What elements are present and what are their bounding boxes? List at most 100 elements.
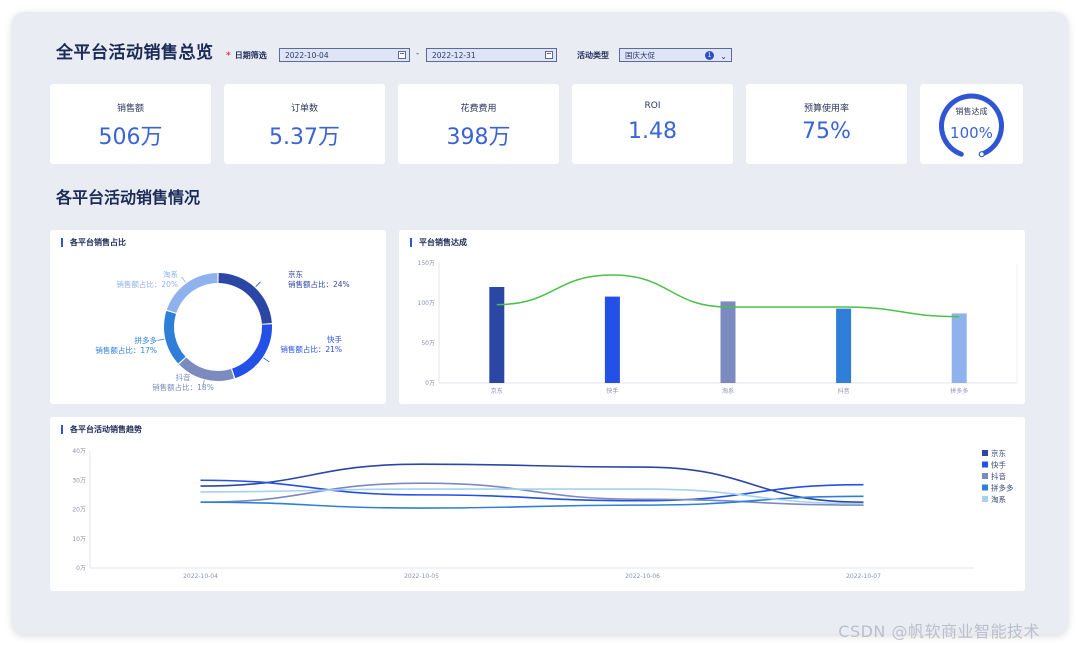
trend-series-line — [200, 488, 864, 505]
achievement-gauge: 销售达成 100% — [939, 93, 1004, 158]
legend-swatch — [982, 496, 988, 502]
gauge-value: 100% — [950, 124, 993, 142]
x-tick-label: 2022-10-06 — [625, 573, 660, 580]
y-tick-label: 150万 — [418, 260, 435, 267]
pie-leader-line — [157, 338, 165, 341]
activity-type-label: 活动类型 — [577, 51, 609, 60]
pie-chart: 京东销售额占比：24%快手销售额占比：21%抖音销售额占比：18%拼多多销售额占… — [95, 269, 350, 392]
y-tick-label: 40万 — [72, 448, 86, 455]
pie-leader-line — [263, 357, 270, 363]
kpi-card-sales-achievement: 销售达成 100% — [920, 84, 1023, 164]
legend-label: 拼多多 — [991, 483, 1014, 493]
kpi-card-sales: 销售额 506万 — [50, 84, 211, 164]
trend-panel: 各平台活动销售趋势 0万 10万 20万 30万 40万 2022-10-04 2022-1… — [50, 417, 1025, 591]
y-tick-label: 0万 — [76, 565, 86, 572]
kpi-value: 1.48 — [628, 119, 677, 144]
pie-slice-label: 销售额占比：18% — [152, 382, 214, 392]
pie-slice-label: 销售额占比：24% — [288, 279, 350, 289]
required-star-icon: * — [226, 51, 231, 61]
kpi-label: 销售额 — [116, 104, 144, 114]
watermark-text: CSDN @帆软商业智能技术 — [838, 622, 1040, 641]
date-start-input[interactable]: 2022-10-04 — [279, 48, 410, 62]
trend-series-line — [200, 482, 864, 506]
target-line — [496, 274, 960, 318]
gauge-knob — [978, 151, 985, 158]
x-tick-label: 2022-10-07 — [846, 573, 881, 580]
x-tick-label: 淘系 — [722, 387, 734, 395]
trend-chart: 0万 10万 20万 30万 40万 2022-10-04 2022-10-05 2022-1… — [72, 448, 1014, 580]
chevron-down-icon[interactable]: ⌄ — [720, 52, 727, 61]
bar — [836, 308, 852, 383]
legend-swatch — [982, 461, 988, 468]
section-title: 各平台活动销售情况 — [56, 188, 201, 207]
bar — [489, 287, 505, 383]
trend-series-line — [200, 495, 864, 509]
selected-count-badge: 1 — [705, 51, 714, 60]
pie-panel: 各平台销售占比 京东 销售额占比：24% 快手 销售额占比：21% 抖音 销售额占比：18… — [50, 230, 386, 404]
pie-slice-name: 京东 — [288, 269, 303, 279]
pie-leader-line — [255, 281, 261, 288]
pie-leader-line — [181, 276, 186, 283]
pie-slice — [232, 324, 272, 379]
legend-label: 淘系 — [991, 494, 1006, 504]
legend-swatch — [982, 450, 988, 456]
date-filter-label: * 日期筛选 — [226, 50, 267, 61]
kpi-value: 398万 — [446, 125, 511, 150]
x-tick-label: 2022-10-05 — [404, 573, 439, 580]
kpi-value: 75% — [802, 119, 851, 144]
pie-leader-line — [202, 380, 205, 388]
pie-slice-label: 销售额占比：17% — [95, 345, 157, 355]
calendar-icon[interactable] — [398, 51, 406, 59]
panel-title: 各平台销售占比 — [61, 238, 126, 247]
calendar-icon[interactable] — [545, 51, 553, 59]
pie-slice — [164, 310, 186, 364]
pie-slice-name: 抖音 — [176, 372, 191, 382]
x-tick-label: 快手 — [606, 387, 618, 395]
legend-label: 京东 — [991, 448, 1006, 458]
page-title: 全平台活动销售总览 — [56, 43, 214, 63]
y-tick-label: 10万 — [72, 536, 86, 543]
x-tick-label: 抖音 — [838, 387, 850, 395]
pie-slice-name: 淘系 — [163, 269, 178, 279]
kpi-value: 5.37万 — [269, 125, 340, 150]
x-tick-label: 拼多多 — [950, 387, 968, 395]
kpi-card-roi: ROI 1.48 — [572, 84, 733, 164]
date-end-input[interactable]: 2022-12-31 — [426, 48, 557, 62]
y-tick-label: 50万 — [421, 340, 435, 347]
trend-series-line — [200, 463, 864, 503]
date-filter-label-text: 日期筛选 — [234, 51, 267, 60]
x-tick-label: 京东 — [491, 387, 503, 395]
kpi-label: 订单数 — [290, 104, 318, 114]
kpi-label: ROI — [644, 101, 661, 111]
date-separator: - — [416, 49, 420, 59]
pie-slice-label: 销售额占比：21% — [280, 344, 342, 354]
kpi-card-budget-usage: 预算使用率 75% — [746, 84, 907, 164]
y-tick-label: 20万 — [72, 507, 86, 514]
kpi-card-orders: 订单数 5.37万 — [224, 84, 385, 164]
x-tick-label: 2022-10-04 — [183, 573, 218, 580]
kpi-label: 预算使用率 — [803, 104, 849, 114]
y-tick-label: 30万 — [72, 477, 86, 484]
legend-label: 抖音 — [991, 471, 1006, 481]
pie-slice — [179, 357, 235, 381]
legend-swatch — [982, 473, 988, 479]
pie-slice-name: 拼多多 — [135, 335, 158, 345]
bar — [951, 313, 967, 383]
gauge-label: 销售达成 — [956, 106, 988, 116]
gauge-fill — [939, 93, 1004, 157]
panel-title: 平台销售达成 — [410, 238, 467, 247]
kpi-card-cost: 花费费用 398万 — [398, 84, 559, 164]
legend-swatch — [982, 484, 988, 491]
y-tick-label: 0万 — [425, 380, 435, 387]
pie-slice-label: 销售额占比：20% — [116, 279, 178, 289]
kpi-value: 506万 — [98, 125, 163, 150]
bar — [720, 301, 736, 383]
pie-slice-name: 快手 — [327, 334, 342, 344]
pie-slice — [166, 273, 218, 313]
trend-series-line — [200, 479, 864, 502]
activity-type-value: 国庆大促 — [625, 51, 655, 60]
activity-type-select[interactable]: 国庆大促 1 ⌄ — [619, 48, 732, 62]
bar-panel: 平台销售达成 0万 50万 100万 150万 京东 快手 淘系 抖音 拼多多 — [399, 230, 1025, 404]
panel-title: 各平台活动销售趋势 — [61, 425, 142, 434]
